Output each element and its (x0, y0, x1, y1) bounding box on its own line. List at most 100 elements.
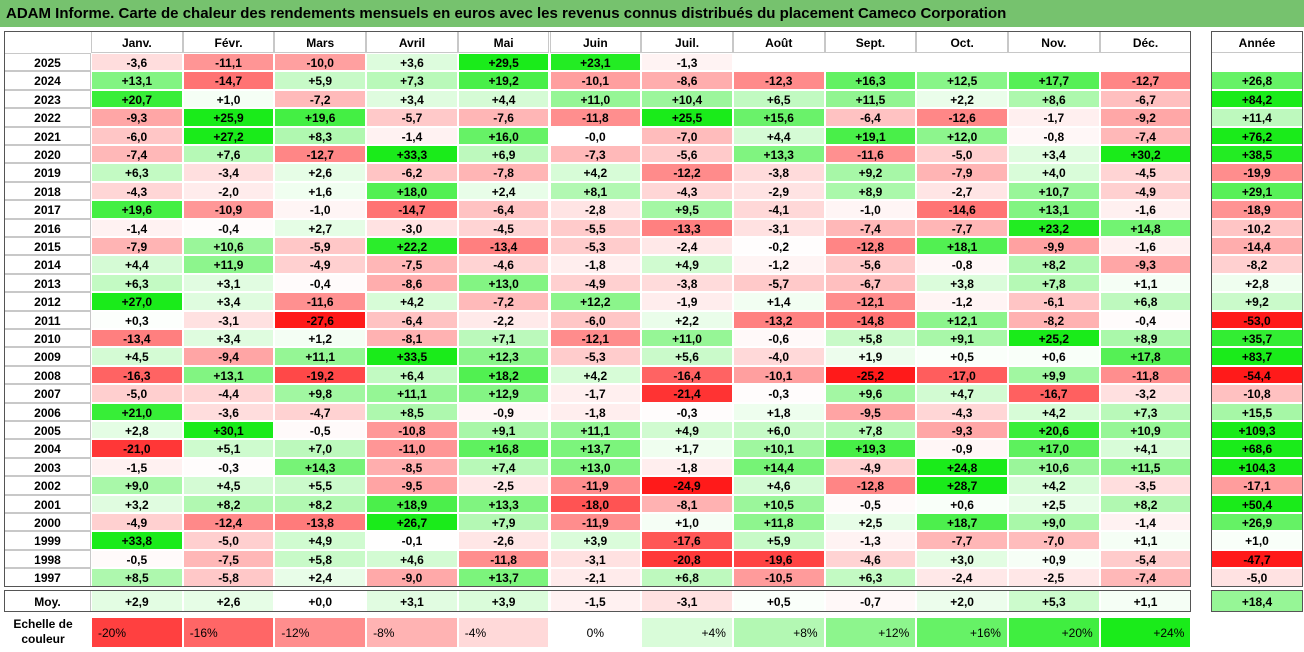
heatmap-cell: -7,0 (1008, 531, 1100, 550)
heatmap-cell: -0,1 (366, 531, 458, 550)
average-label: Moy. (4, 589, 91, 612)
heatmap-cell: +5,9 (274, 71, 367, 90)
year-label: 2012 (4, 292, 91, 311)
heatmap-cell: +7,3 (1099, 402, 1192, 421)
heatmap-cell: +2,8 (91, 421, 183, 440)
heatmap-cell: -5,6 (641, 145, 733, 164)
heatmap-cell: +9,6 (824, 384, 917, 403)
heatmap-cell: +8,2 (1099, 494, 1192, 513)
annual-cell: -17,1 (1211, 476, 1303, 495)
heatmap-cell: -11,6 (824, 145, 917, 164)
annual-cell: +26,8 (1211, 71, 1303, 90)
heatmap-cell (824, 53, 917, 72)
heatmap-cell: +27,2 (182, 126, 275, 145)
heatmap-cell: +6,3 (824, 568, 917, 587)
heatmap-cell: -12,7 (1099, 71, 1192, 90)
heatmap-cell: -1,5 (91, 457, 183, 477)
heatmap-cell: +5,6 (641, 347, 733, 366)
heatmap-cell: -1,0 (824, 200, 917, 219)
heatmap-cell: -1,6 (1099, 237, 1192, 256)
average-cell: -3,1 (641, 589, 733, 612)
heatmap-cell: +4,5 (182, 476, 275, 495)
heatmap-cell: -0,8 (1008, 126, 1100, 145)
heatmap-cell: +13,3 (457, 494, 550, 513)
heatmap-cell: -0,5 (91, 549, 183, 569)
heatmap-cell: -1,7 (549, 384, 642, 403)
heatmap-cell: -7,4 (1099, 568, 1192, 587)
heatmap-cell: +9,8 (274, 384, 367, 403)
year-label: 2013 (4, 273, 91, 293)
heatmap-cell: -17,6 (641, 531, 733, 550)
heatmap-cell: -4,3 (91, 181, 183, 201)
heatmap-cell: -5,7 (732, 273, 825, 293)
heatmap-cell: -3,6 (91, 53, 183, 72)
heatmap-cell: -2,9 (732, 181, 825, 201)
heatmap-cell: -0,0 (549, 126, 642, 145)
heatmap-cell: -4,6 (824, 549, 917, 569)
heatmap-cell: +10,1 (732, 439, 825, 458)
heatmap-cell: +25,9 (182, 108, 275, 127)
average-cell: +1,1 (1099, 589, 1192, 612)
heatmap-cell: +7,1 (457, 329, 550, 348)
annual-cell (1211, 53, 1303, 72)
heatmap-cell: +12,9 (457, 384, 550, 403)
heatmap-cell: +26,7 (366, 513, 458, 532)
heatmap-cell: -2,5 (457, 476, 550, 495)
heatmap-cell: +13,7 (549, 439, 642, 458)
heatmap-cell: +6,8 (641, 568, 733, 587)
year-label: 2002 (4, 476, 91, 495)
heatmap-cell: +2,2 (916, 89, 1008, 109)
heatmap-cell: +6,3 (91, 163, 183, 182)
heatmap-cell: +4,9 (641, 421, 733, 440)
heatmap-cell: -5,7 (366, 108, 458, 127)
heatmap-cell: +12,2 (549, 292, 642, 311)
heatmap-cell: +7,9 (457, 513, 550, 532)
heatmap-cell: +9,9 (1008, 365, 1100, 385)
year-label: 2019 (4, 163, 91, 182)
heatmap-cell: -3,6 (182, 402, 275, 421)
heatmap-cell: -3,1 (732, 218, 825, 237)
heatmap-cell: -11,6 (274, 292, 367, 311)
heatmap-cell: +10,7 (1008, 181, 1100, 201)
heatmap-cell: +17,8 (1099, 347, 1192, 366)
heatmap-cell: -11,8 (1099, 365, 1192, 385)
year-label: 2022 (4, 108, 91, 127)
year-label: 2000 (4, 513, 91, 532)
heatmap-cell: -9,3 (916, 421, 1008, 440)
heatmap-cell: -4,7 (274, 402, 367, 421)
heatmap-cell: +19,2 (457, 71, 550, 90)
heatmap-cell: -1,7 (1008, 108, 1100, 127)
heatmap-cell: +20,7 (91, 89, 183, 109)
heatmap-cell (732, 53, 825, 72)
heatmap-cell: -4,5 (457, 218, 550, 237)
heatmap-cell: +4,5 (91, 347, 183, 366)
heatmap-cell: -21,0 (91, 439, 183, 458)
heatmap-cell: +10,6 (1008, 457, 1100, 477)
heatmap-cell: +2,4 (274, 568, 367, 587)
heatmap-cell: -2,5 (1008, 568, 1100, 587)
heatmap-cell: +9,5 (641, 200, 733, 219)
heatmap-cell: +2,7 (274, 218, 367, 237)
heatmap-cell: -1,3 (641, 53, 733, 72)
heatmap-cell: +5,8 (274, 549, 367, 569)
heatmap-cell: -8,1 (641, 494, 733, 513)
heatmap-cell: +4,2 (549, 163, 642, 182)
heatmap-cell: -1,8 (549, 255, 642, 274)
heatmap-cell: +9,1 (457, 421, 550, 440)
heatmap-cell: -24,9 (641, 476, 733, 495)
annual-cell: -54,4 (1211, 365, 1303, 385)
heatmap-cell: -10,0 (274, 53, 367, 72)
heatmap-cell: +19,6 (274, 108, 367, 127)
heatmap-cell: +8,6 (1008, 89, 1100, 109)
heatmap-cell: +20,6 (1008, 421, 1100, 440)
legend-step: -4% (457, 617, 550, 648)
heatmap-cell: +1,9 (824, 347, 917, 366)
heatmap-cell: -2,4 (641, 237, 733, 256)
heatmap-cell: -5,5 (549, 218, 642, 237)
heatmap-cell: -0,2 (732, 237, 825, 256)
year-label: 2015 (4, 237, 91, 256)
year-label: 2010 (4, 329, 91, 348)
heatmap-cell: +9,1 (916, 329, 1008, 348)
heatmap-cell: +0,3 (91, 310, 183, 329)
heatmap-cell: +7,4 (457, 457, 550, 477)
